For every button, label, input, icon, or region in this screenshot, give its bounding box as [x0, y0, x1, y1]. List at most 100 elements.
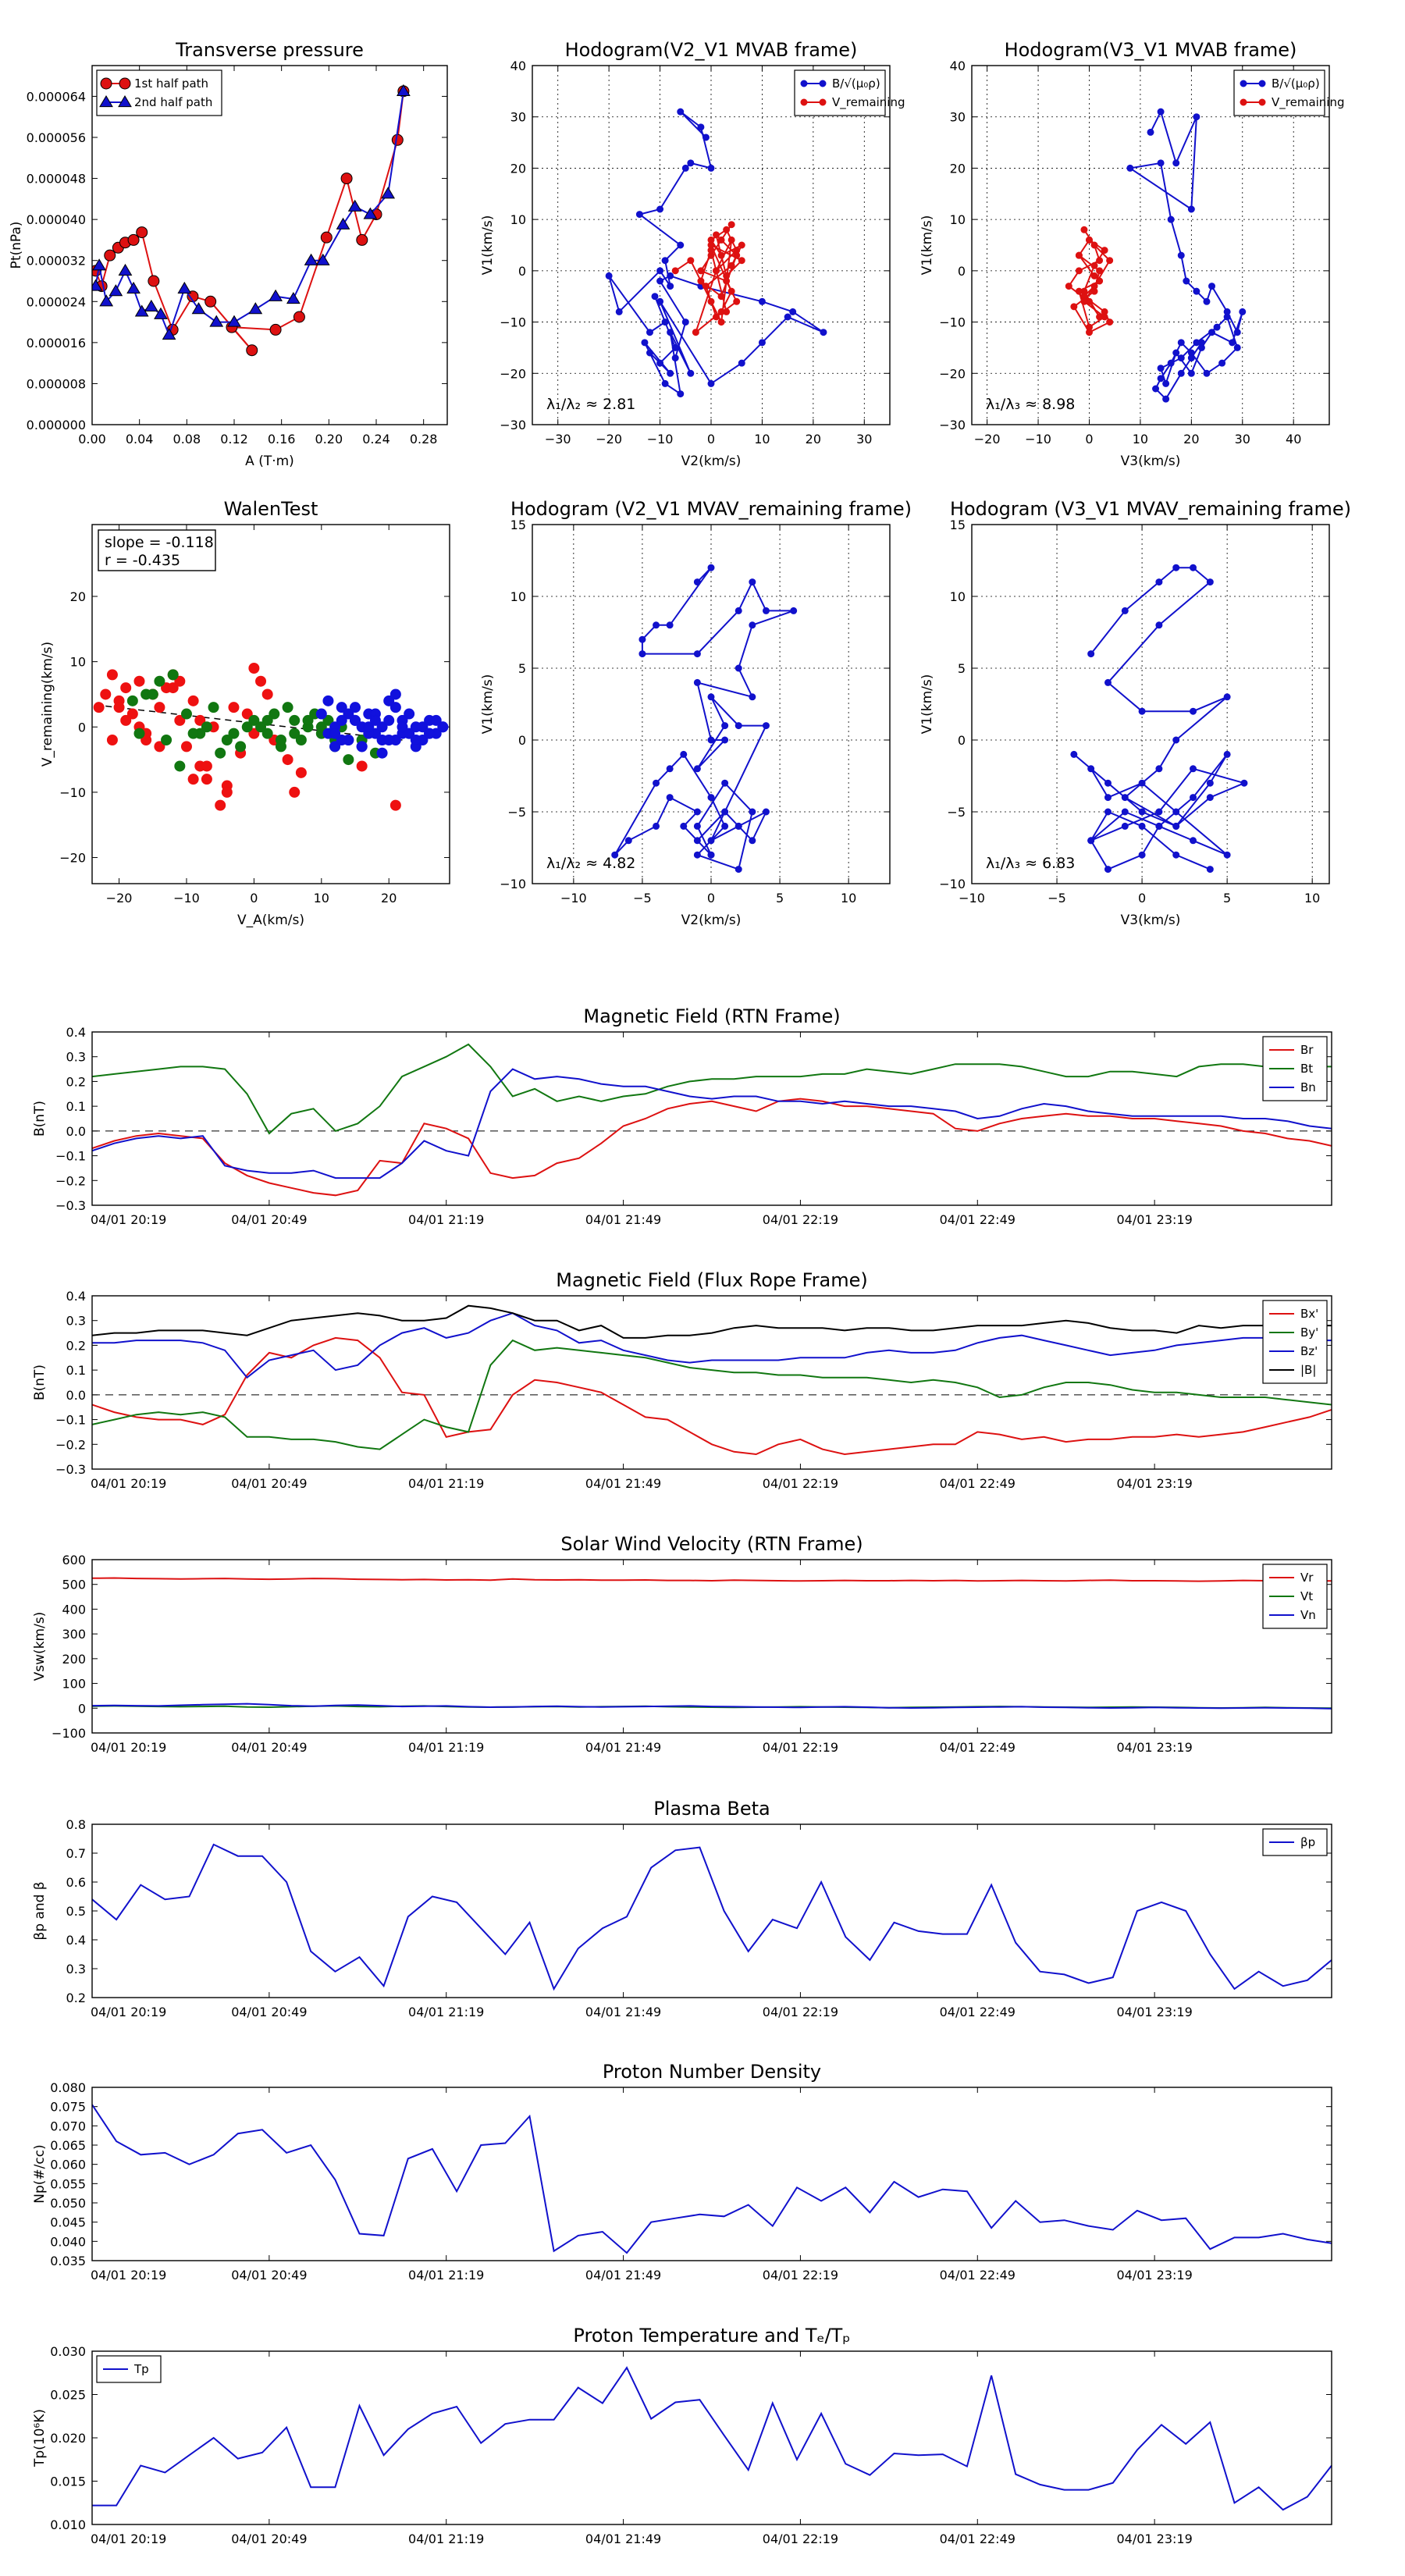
chart-title: Transverse pressure [175, 39, 364, 61]
legend: Bx' By' Bz' |B| [1262, 1300, 1328, 1384]
data-point [1172, 808, 1180, 816]
data-point [1177, 251, 1185, 259]
data-point [340, 173, 353, 185]
series-line [92, 1577, 1332, 1582]
series-2 [671, 221, 745, 336]
data-point [161, 735, 173, 745]
data-point [687, 159, 695, 167]
data-point [749, 578, 756, 586]
data-point [1172, 159, 1180, 167]
data-point [1206, 779, 1214, 787]
data-point [693, 851, 701, 859]
series-line [94, 91, 404, 337]
data-point [286, 292, 301, 304]
legend-label: Bn [1300, 1080, 1316, 1094]
data-point [356, 233, 368, 246]
chart-vsw: Solar Wind Velocity (RTN Frame) 04/01 20:… [32, 1533, 1332, 1755]
data-point [167, 682, 179, 694]
data-point [638, 635, 646, 643]
legend-marker [1240, 80, 1247, 87]
y-tick-label: −0.1 [55, 1413, 86, 1428]
chart-title: Proton Number Density [603, 2061, 821, 2083]
data-point [282, 702, 293, 713]
data-point [1233, 343, 1241, 351]
data-point [417, 721, 429, 733]
x-tick-label: 04/01 21:49 [585, 1476, 661, 1491]
data-point [187, 728, 199, 739]
y-tick-label: 0.035 [50, 2254, 86, 2268]
data-point [113, 702, 125, 713]
data-point [717, 318, 725, 326]
data-point [248, 302, 263, 315]
legend-label: B/√(μ₀ρ) [1272, 76, 1320, 91]
plot-frame [91, 2087, 1332, 2261]
y-tick-label: 10 [70, 655, 86, 670]
data-point [1090, 262, 1098, 269]
y-tick-label: −10 [59, 785, 86, 800]
y-tick-label: 0.3 [66, 1050, 86, 1065]
legend-label: V_remaining [1272, 95, 1345, 110]
data-point [293, 311, 305, 323]
data-point [120, 682, 132, 694]
series-line [92, 1312, 1332, 1379]
y-tick-label: 30 [950, 110, 966, 125]
x-axis-label: A (T·m) [245, 454, 294, 469]
data-point [693, 837, 701, 845]
y-tick-label: 0.3 [66, 1962, 86, 1976]
data-point [322, 714, 334, 726]
data-point [661, 318, 669, 326]
x-tick-label: 0.24 [362, 432, 390, 447]
x-tick-label: 0.16 [268, 432, 296, 447]
x-tick-label: 04/01 23:19 [1116, 1476, 1192, 1491]
data-point [717, 251, 725, 259]
data-point [721, 722, 729, 730]
legend-label: Vt [1300, 1589, 1313, 1603]
data-point [1177, 369, 1185, 377]
x-tick-label: 0.20 [315, 432, 343, 447]
data-point [162, 328, 176, 340]
plot-area [92, 2104, 1332, 2254]
y-tick-label: −10 [500, 877, 526, 891]
data-point [784, 313, 791, 321]
x-tick-label: 04/01 20:49 [231, 2268, 307, 2282]
data-point [391, 133, 404, 146]
x-tick-label: −10 [173, 891, 200, 906]
data-point [1233, 329, 1241, 336]
data-point [1155, 621, 1163, 629]
y-tick-label: 0.015 [50, 2475, 86, 2489]
x-tick-label: 10 [314, 891, 329, 906]
data-point [1087, 837, 1095, 845]
data-point [1155, 808, 1163, 816]
x-tick-label: 04/01 22:19 [763, 1476, 838, 1491]
chart-beta: Plasma Beta 04/01 20:19 04/01 20:49 04/01 2… [32, 1798, 1332, 2019]
data-point [1138, 779, 1146, 787]
data-point [680, 750, 688, 758]
data-point [677, 390, 685, 398]
series-line [614, 567, 795, 870]
legend: Vr Vt Vn [1262, 1564, 1328, 1629]
x-axis-label: V3(km/s) [1121, 454, 1181, 469]
data-point [693, 578, 701, 586]
data-point [687, 257, 695, 265]
y-tick-label: 10 [950, 212, 966, 227]
series-1 [92, 2366, 1332, 2511]
plot-frame [91, 2350, 1332, 2525]
data-point [215, 747, 226, 759]
data-point [269, 289, 283, 301]
data-point [707, 837, 715, 845]
data-point [1157, 375, 1165, 382]
x-tick-label: 04/01 20:19 [91, 1476, 166, 1491]
series-3 [315, 688, 449, 759]
x-tick-label: 0 [1138, 891, 1146, 906]
data-point [1104, 779, 1112, 787]
data-point [1155, 765, 1163, 773]
data-point [404, 728, 415, 739]
y-tick-label: −0.3 [55, 1462, 86, 1477]
x-tick-label: 04/01 21:19 [408, 2532, 484, 2546]
data-point [1075, 251, 1083, 259]
data-point [1087, 650, 1095, 658]
data-point [758, 339, 766, 347]
data-point [723, 308, 731, 315]
data-point [666, 794, 674, 802]
eigenvalue-ratio-annotation: λ₁/λ₂ ≈ 4.82 [546, 855, 635, 872]
